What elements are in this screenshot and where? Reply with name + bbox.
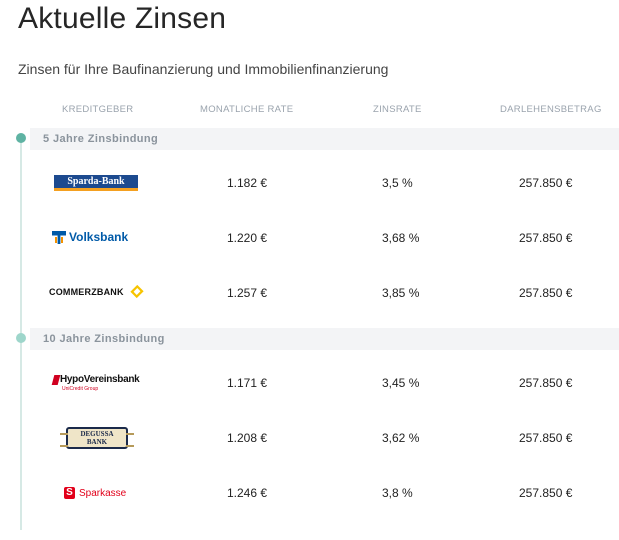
hypovereinsbank-logo: HypoVereinsbank UniCredit Group [51,374,143,392]
page-title: Aktuelle Zinsen [18,2,227,35]
hypovereinsbank-wordmark: HypoVereinsbank [60,374,140,385]
timeline-dot-icon [16,133,26,143]
hypovereinsbank-subline: UniCredit Group [62,386,99,392]
group-label-10-jahre: 10 Jahre Zinsbindung [43,333,165,345]
cell-darlehensbetrag: 257.850 € [519,286,573,300]
cell-zinsrate: 3,5 % [382,176,413,190]
page-subtitle: Zinsen für Ihre Baufinanzierung und Immo… [18,61,389,77]
volksbank-mark-accent-icon [55,237,63,243]
table-row-sparkasse[interactable]: S Sparkasse 1.246 € 3,8 % 257.850 € [30,468,619,518]
table-row-volksbank[interactable]: Volksbank 1.220 € 3,68 % 257.850 € [30,213,619,263]
sparkasse-s-icon: S [64,487,75,499]
cell-monatliche-rate: 1.182 € [227,176,268,190]
table-row-sparda[interactable]: Sparda-Bank 1.182 € 3,5 % 257.850 € [30,158,619,208]
cell-monatliche-rate: 1.257 € [227,286,268,300]
column-header-kreditgeber: KREDITGEBER [62,104,134,115]
group-header-5-jahre [30,128,619,150]
sparda-bank-logo: Sparda-Bank [54,175,138,191]
column-header-darlehensbetrag: DARLEHENSBETRAG [500,104,602,115]
column-header-zinsrate: ZINSRATE [373,104,422,115]
cell-zinsrate: 3,8 % [382,486,413,500]
cell-monatliche-rate: 1.171 € [227,376,268,390]
volksbank-wordmark: Volksbank [69,230,129,244]
cell-darlehensbetrag: 257.850 € [519,376,573,390]
cell-darlehensbetrag: 257.850 € [519,486,573,500]
cell-monatliche-rate: 1.246 € [227,486,268,500]
cell-zinsrate: 3,45 % [382,376,420,390]
group-header-10-jahre [30,328,619,350]
cell-monatliche-rate: 1.208 € [227,431,268,445]
cell-darlehensbetrag: 257.850 € [519,431,573,445]
cell-darlehensbetrag: 257.850 € [519,176,573,190]
column-header-monatliche-rate: MONATLICHE RATE [200,104,294,115]
cell-zinsrate: 3,62 % [382,431,420,445]
commerzbank-wordmark: COMMERZBANK [49,287,124,297]
table-row-degussa[interactable]: DEGUSSA BANK 1.208 € 3,62 % 257.850 € [30,413,619,463]
commerzbank-logo: COMMERZBANK [49,284,149,301]
group-label-5-jahre: 5 Jahre Zinsbindung [43,133,159,145]
sparkasse-wordmark: Sparkasse [79,488,127,499]
cell-zinsrate: 3,85 % [382,286,420,300]
commerzbank-ribbon-icon [130,284,144,299]
table-row-commerzbank[interactable]: COMMERZBANK 1.257 € 3,85 % 257.850 € [30,268,619,318]
degussa-bank-logo: DEGUSSA BANK [60,427,134,449]
degussa-wordmark-line2: BANK [86,438,108,446]
cell-monatliche-rate: 1.220 € [227,231,268,245]
table-row-hypovereinsbank[interactable]: HypoVereinsbank UniCredit Group 1.171 € … [30,358,619,408]
volksbank-logo: Volksbank [52,230,142,246]
timeline-dot-icon [16,333,26,343]
cell-zinsrate: 3,68 % [382,231,420,245]
degussa-wordmark-line1: DEGUSSA [80,430,114,438]
cell-darlehensbetrag: 257.850 € [519,231,573,245]
sparkasse-logo: S Sparkasse [64,485,134,501]
